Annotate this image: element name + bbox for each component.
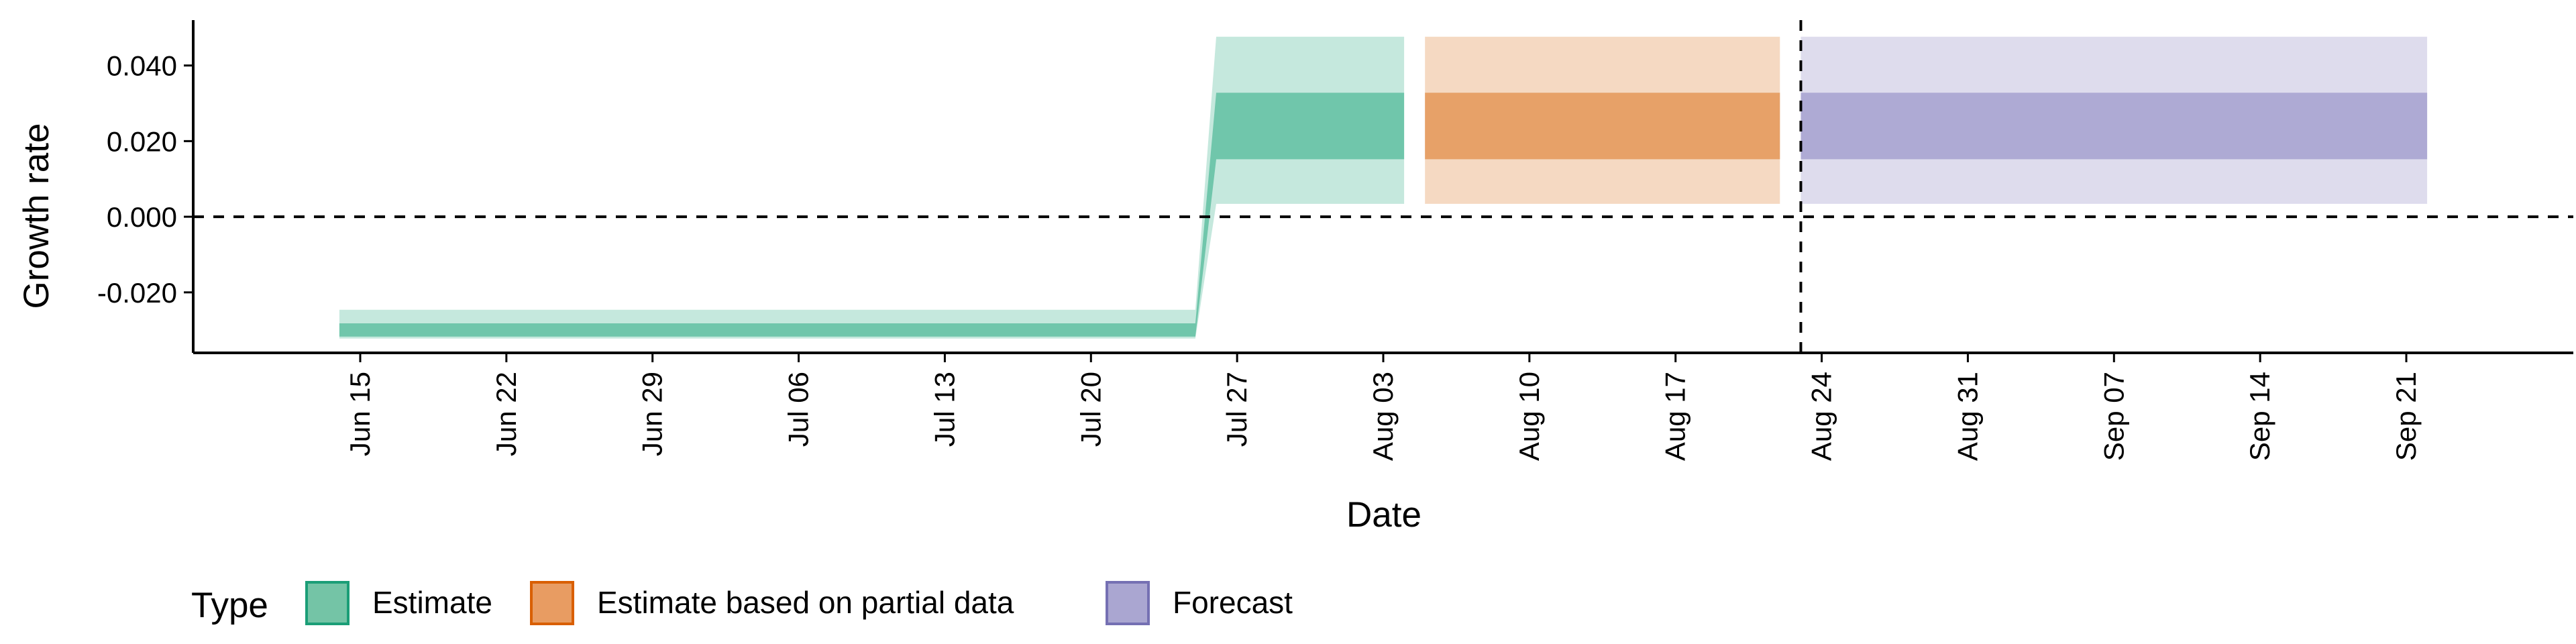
legend-key-estimate-based-on-partial-data (530, 581, 574, 625)
x-tick-label: Aug 03 (1367, 372, 1399, 461)
x-tick-label: Sep 14 (2244, 372, 2275, 461)
x-tick-label: Jun 22 (490, 372, 522, 456)
y-tick-label: -0.020 (97, 277, 177, 309)
x-tick-label: Aug 10 (1513, 372, 1545, 461)
ribbon-layer (339, 36, 2428, 339)
x-tick-label: Jul 20 (1075, 372, 1106, 447)
x-tick-label: Sep 07 (2098, 372, 2129, 461)
band-50-estimate-based-on-partial-data (1425, 93, 1780, 160)
band-50-estimate (339, 93, 1405, 337)
legend: Type Estimate Estimate based on partial d… (191, 581, 1293, 625)
x-tick-label: Jul 06 (783, 372, 814, 447)
legend-label-estimate: Estimate (372, 585, 492, 620)
axes: -0.020 0.000 0.020 0.040 Jun 15 Jun 22 Jun 29 J… (97, 20, 2573, 461)
x-tick-label: Aug 17 (1660, 372, 1691, 461)
x-tick-label: Jun 15 (344, 372, 376, 456)
x-tick-label: Sep 21 (2390, 372, 2422, 461)
band-50-forecast (1801, 93, 2428, 160)
x-tick-label: Jun 29 (637, 372, 668, 456)
x-tick-label: Aug 24 (1806, 372, 1837, 461)
x-axis-title: Date (1346, 495, 1421, 535)
y-tick-label: 0.020 (107, 125, 177, 157)
x-tick-label: Jul 13 (928, 372, 960, 447)
reference-lines (193, 20, 2573, 353)
band-90-estimate (339, 36, 1405, 339)
y-tick-label: 0.040 (107, 50, 177, 82)
legend-label-forecast: Forecast (1173, 585, 1293, 620)
legend-title: Type (191, 586, 268, 625)
legend-label-estimate-based-on-partial-data: Estimate based on partial data (597, 585, 1014, 620)
y-axis-title: Growth rate (17, 123, 56, 309)
x-tick-label: Aug 31 (1951, 372, 1983, 461)
x-tick-label: Jul 27 (1221, 372, 1252, 447)
y-tick-label: 0.000 (107, 201, 177, 233)
legend-key-forecast (1106, 581, 1150, 625)
legend-key-estimate (305, 581, 350, 625)
